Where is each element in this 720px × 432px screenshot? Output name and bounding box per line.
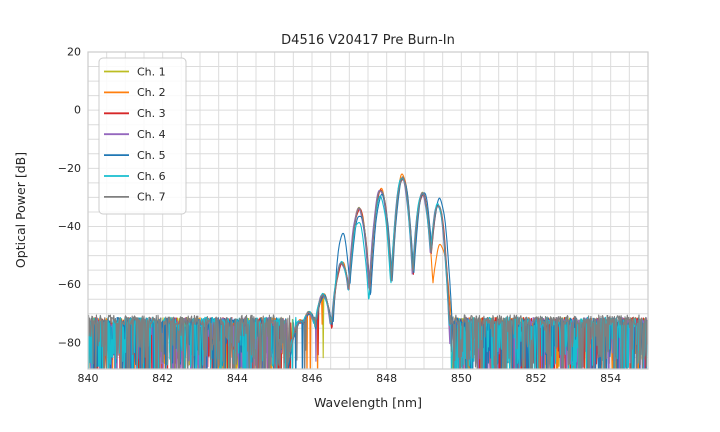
y-tick-label: −40: [58, 220, 81, 233]
legend-label: Ch. 6: [137, 170, 166, 183]
legend-label: Ch. 7: [137, 191, 166, 204]
legend-item: Ch. 4: [104, 128, 166, 141]
x-tick-label: 844: [227, 372, 248, 385]
x-tick-label: 842: [152, 372, 173, 385]
legend-item: Ch. 2: [104, 86, 166, 99]
x-tick-label: 852: [526, 372, 547, 385]
legend-box: [98, 57, 187, 215]
y-tick-label: −20: [58, 162, 81, 175]
legend: Ch. 1 Ch. 2 Ch. 3 Ch. 4 Ch. 5 Ch. 6 Ch. 7: [98, 57, 187, 215]
x-tick-label: 854: [600, 372, 621, 385]
y-tick-label: 0: [74, 104, 81, 117]
legend-item: Ch. 6: [104, 170, 166, 183]
x-tick-label: 846: [302, 372, 323, 385]
x-tick-label: 850: [451, 372, 472, 385]
chart-title: D4516 V20417 Pre Burn-In: [281, 33, 455, 48]
x-tick-label: 840: [78, 372, 99, 385]
legend-label: Ch. 5: [137, 149, 166, 162]
legend-label: Ch. 3: [137, 107, 166, 120]
legend-item: Ch. 3: [104, 107, 166, 120]
y-tick-label: −60: [58, 278, 81, 291]
y-axis-label: Optical Power [dB]: [13, 152, 28, 268]
legend-item: Ch. 7: [104, 191, 166, 204]
x-tick-label: 848: [376, 372, 397, 385]
legend-item: Ch. 1: [104, 65, 166, 78]
tick-layer: 840 842 844 846 848 850 852 854 20 0 −20 −40 −60 −80: [58, 46, 621, 386]
legend-item: Ch. 5: [104, 149, 166, 162]
plot-border: [87, 51, 649, 370]
y-tick-label: −80: [58, 336, 81, 349]
y-tick-label: 20: [67, 46, 81, 59]
legend-label: Ch. 4: [137, 128, 166, 141]
series-layer: [88, 173, 648, 369]
series-line-ch-7: [88, 176, 648, 369]
legend-label: Ch. 2: [137, 86, 166, 99]
legend-label: Ch. 1: [137, 65, 166, 78]
x-axis-label: Wavelength [nm]: [314, 395, 422, 410]
